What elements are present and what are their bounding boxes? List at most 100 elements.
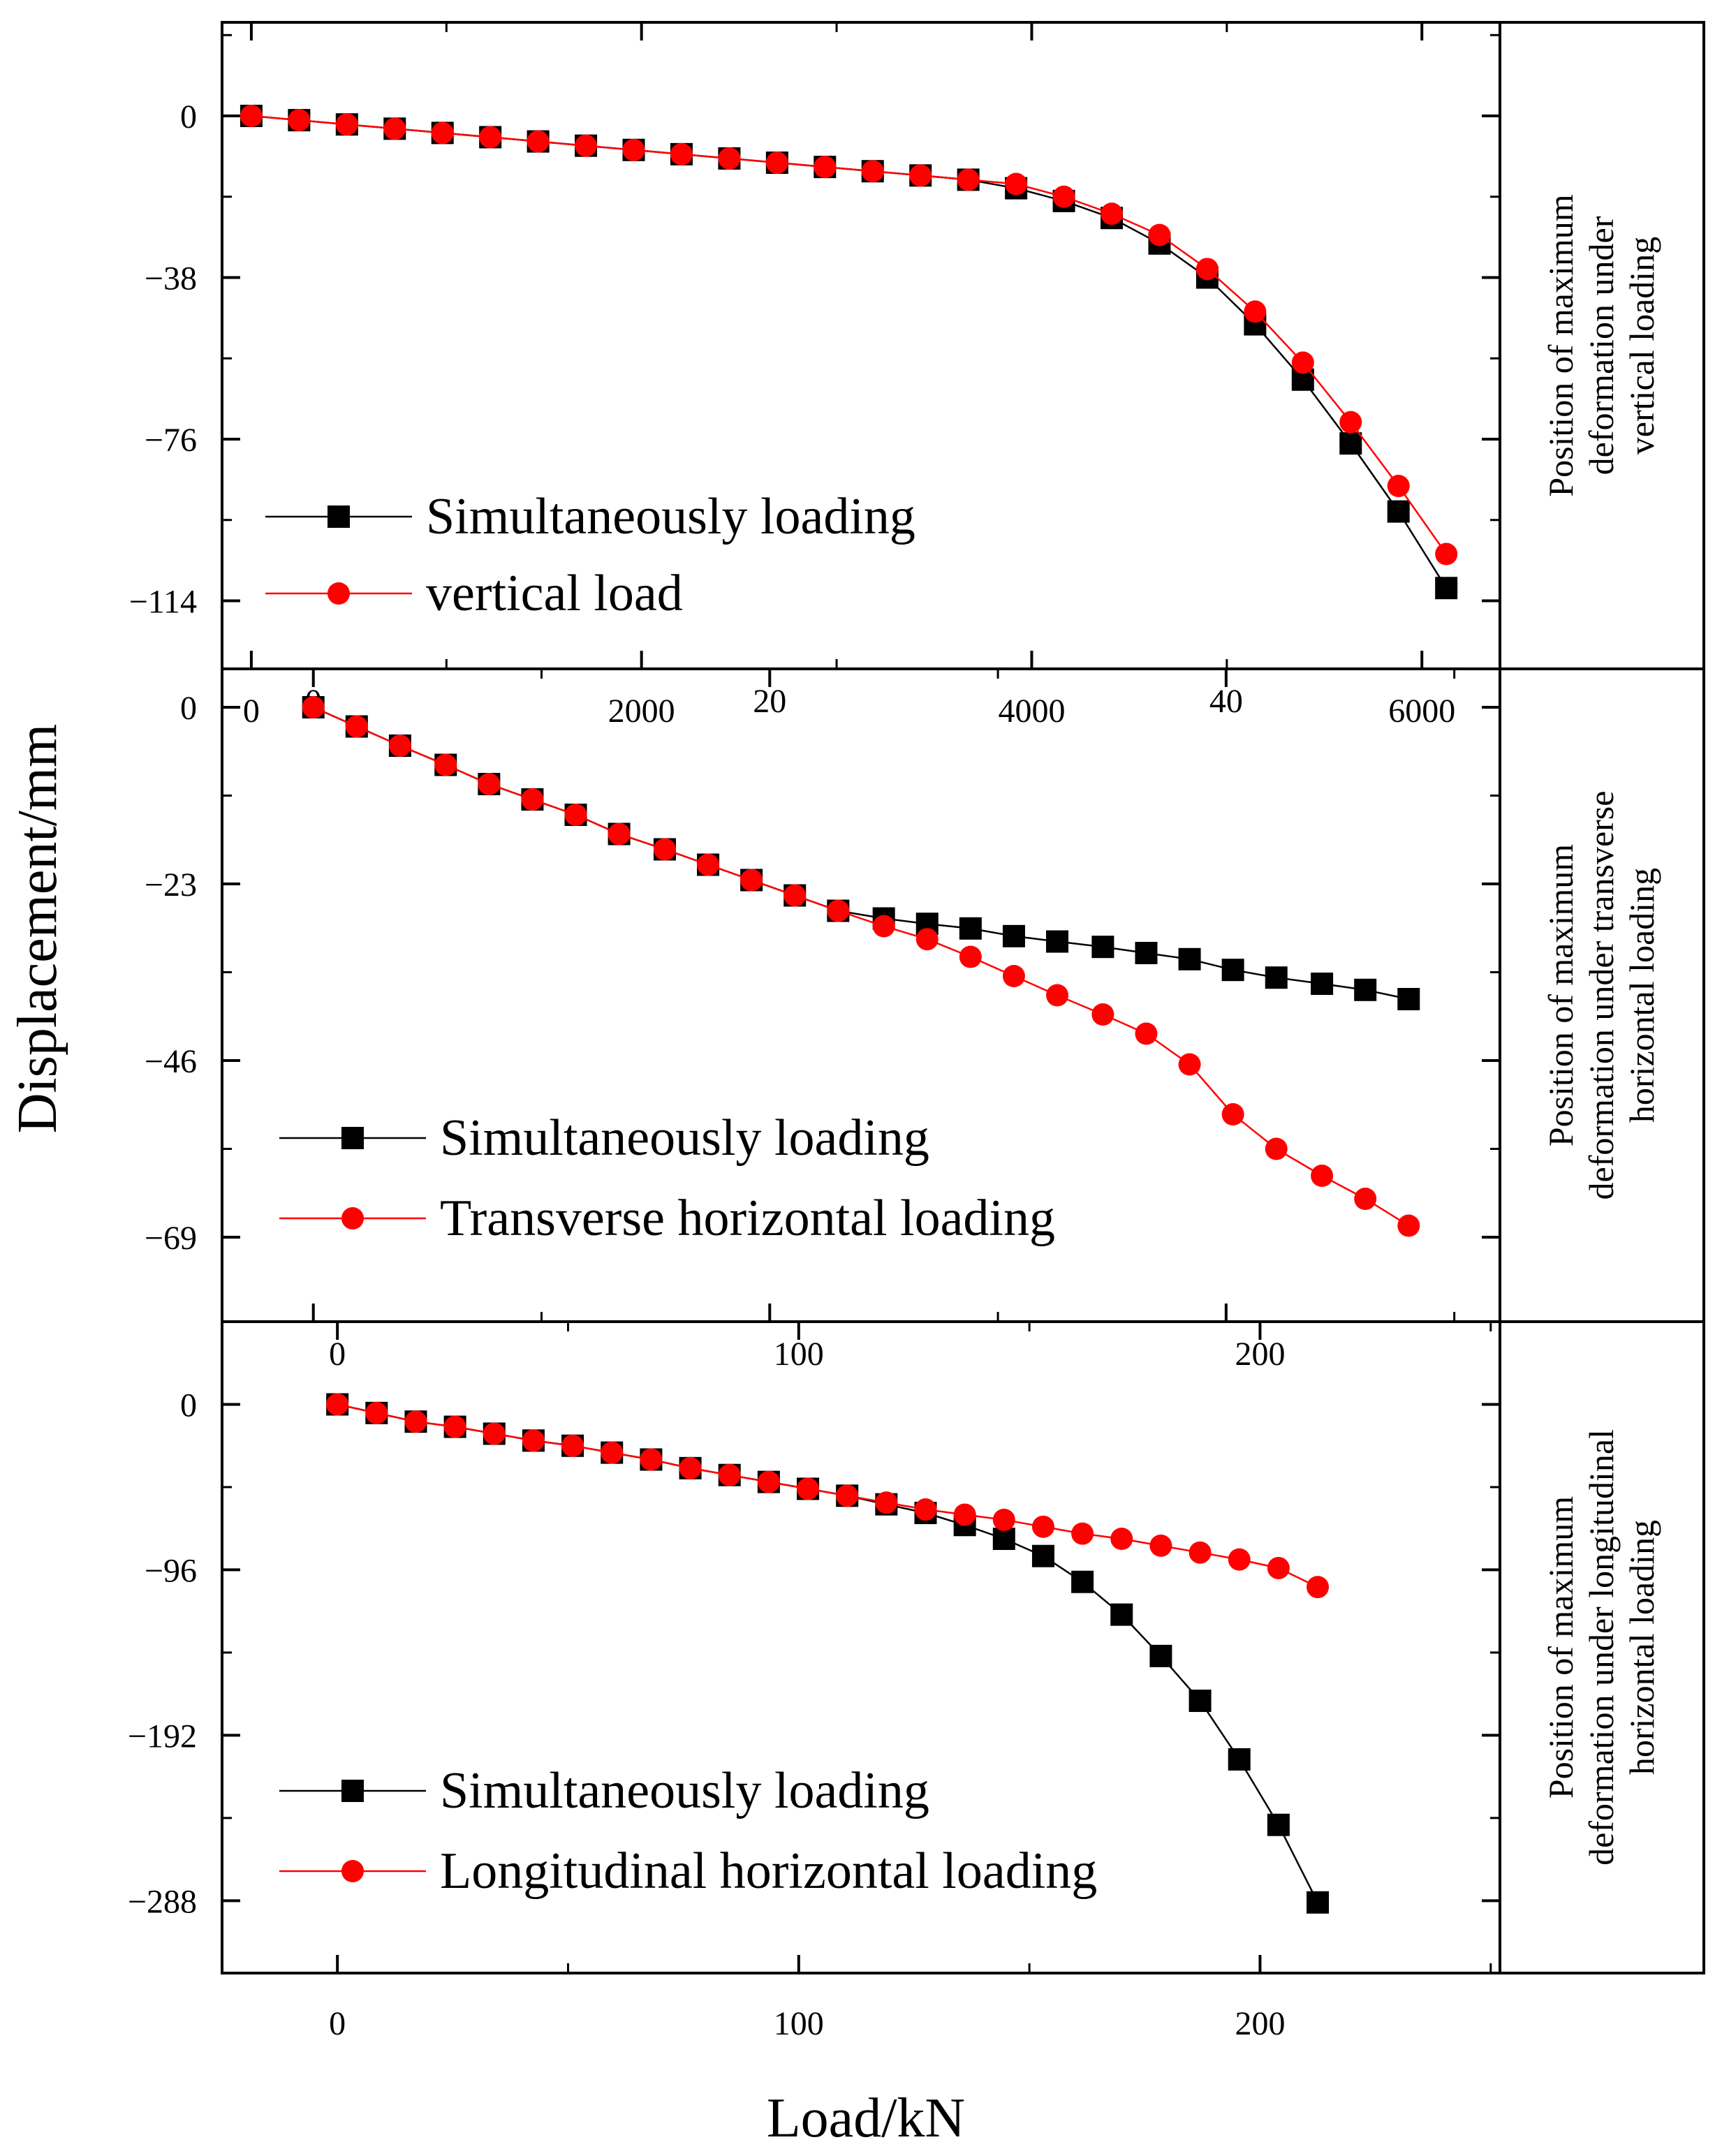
side-annotation-line: horizontal loading <box>1622 868 1661 1123</box>
data-point-single <box>1110 1528 1133 1550</box>
data-point-simultaneous <box>1267 1813 1290 1836</box>
data-point-simultaneous <box>1221 959 1244 982</box>
data-point-simultaneous <box>1031 1544 1054 1567</box>
data-point-single <box>718 147 741 170</box>
data-point-single <box>1178 1053 1201 1076</box>
y-tick-label: −192 <box>128 1718 197 1755</box>
data-point-single <box>527 130 550 153</box>
data-point-single <box>1228 1548 1251 1571</box>
data-point-simultaneous <box>1387 500 1410 523</box>
y-tick-label: 0 <box>180 98 197 135</box>
data-point-single <box>875 1491 898 1514</box>
data-point-single <box>765 152 788 175</box>
data-point-single <box>1135 1022 1158 1045</box>
x-tick-label: 4000 <box>998 693 1065 730</box>
data-point-single <box>478 773 501 795</box>
data-point-simultaneous <box>1228 1748 1251 1771</box>
side-annotation-line: vertical loading <box>1622 237 1661 455</box>
data-point-single <box>1244 300 1267 323</box>
y-tick-label: 0 <box>180 690 197 727</box>
data-point-single <box>345 715 368 738</box>
y-tick-label: 0 <box>180 1387 197 1424</box>
data-point-simultaneous <box>1339 432 1362 455</box>
data-point-single <box>1091 1003 1114 1026</box>
side-annotation-line: Position of maximum <box>1541 194 1580 496</box>
data-point-single <box>718 1463 741 1486</box>
data-point-single <box>757 1470 780 1493</box>
x-tick-label: 2000 <box>608 693 675 730</box>
data-point-single <box>1031 1515 1054 1538</box>
data-point-single <box>836 1484 859 1507</box>
data-point-single <box>1291 351 1314 374</box>
data-point-simultaneous <box>1397 988 1420 1010</box>
x-axis-title: Load/kN <box>767 2088 965 2149</box>
legend-marker-single <box>328 582 350 605</box>
legend-marker-simultaneous <box>341 1780 364 1802</box>
x-tick-label: 20 <box>753 683 786 720</box>
data-point-single <box>861 160 884 183</box>
data-point-single <box>697 853 720 876</box>
panel-transverse: 0 −23 −46 −69 0 20 40 Simultaneously loading Tra… <box>145 667 1705 1323</box>
x-tick-label-bottom: 200 <box>1235 2005 1285 2042</box>
legend-label-single: vertical load <box>426 565 683 622</box>
data-point-single <box>1005 172 1028 195</box>
legend-label-single: Longitudinal horizontal loading <box>440 1843 1097 1900</box>
data-point-single <box>1354 1188 1377 1210</box>
data-point-single <box>479 126 502 149</box>
data-point-simultaneous <box>1435 577 1458 600</box>
side-annotation-line: deformation under transverse <box>1582 791 1621 1200</box>
data-point-single <box>814 156 837 179</box>
data-point-simultaneous <box>1110 1603 1133 1626</box>
data-point-simultaneous <box>1265 966 1288 989</box>
data-point-single <box>622 138 645 161</box>
x-tick-label: 0 <box>329 1336 346 1373</box>
panel-vertical: 0 −38 −76 −114 0 2000 4000 6000 Simultaneously l… <box>129 21 1705 730</box>
data-point-single <box>288 109 311 132</box>
data-point-single <box>797 1477 820 1500</box>
data-point-single <box>957 168 980 191</box>
data-point-simultaneous <box>1311 973 1334 995</box>
data-point-single <box>443 1415 466 1438</box>
data-point-single <box>1002 965 1025 987</box>
data-point-single <box>1339 411 1362 434</box>
data-point-simultaneous <box>1178 947 1201 970</box>
data-point-single <box>431 121 454 145</box>
data-point-single <box>1149 1534 1172 1557</box>
data-point-simultaneous <box>959 917 982 940</box>
data-point-simultaneous <box>1135 942 1158 964</box>
y-axis-title: Displacement/mm <box>7 724 68 1134</box>
data-point-single <box>1397 1214 1420 1237</box>
y-tick-label: −288 <box>128 1883 197 1920</box>
data-point-single <box>601 1441 624 1464</box>
data-point-single <box>1046 984 1069 1007</box>
side-annotation-line: Position of maximum <box>1541 844 1580 1146</box>
data-point-single <box>302 696 325 718</box>
x-tick-label: 200 <box>1235 1336 1285 1373</box>
data-point-single <box>953 1503 976 1526</box>
data-point-single <box>1307 1576 1330 1599</box>
data-point-single <box>388 734 411 757</box>
side-annotation-line: deformation under <box>1582 216 1621 475</box>
data-point-single <box>915 928 939 951</box>
data-point-simultaneous <box>1189 1690 1212 1713</box>
plot-frame <box>221 21 1501 670</box>
data-point-single <box>434 753 457 776</box>
data-point-simultaneous <box>1091 936 1114 959</box>
legend-label-simultaneous: Simultaneously loading <box>440 1762 929 1819</box>
data-point-single <box>1435 542 1458 566</box>
data-point-simultaneous <box>1354 978 1377 1001</box>
data-point-single <box>653 838 676 861</box>
data-point-single <box>521 788 544 811</box>
data-point-single <box>240 105 263 128</box>
data-point-single <box>561 1434 584 1457</box>
y-tick-label: −76 <box>145 422 197 459</box>
x-tick-label-bottom: 0 <box>329 2005 346 2042</box>
y-tick-label: −96 <box>145 1552 197 1589</box>
data-point-simultaneous <box>992 1528 1015 1550</box>
data-point-single <box>1267 1556 1290 1579</box>
data-point-single <box>1221 1103 1244 1125</box>
y-tick-label: −46 <box>145 1043 197 1080</box>
x-tick-label: 0 <box>243 693 260 730</box>
data-point-single <box>640 1448 663 1471</box>
